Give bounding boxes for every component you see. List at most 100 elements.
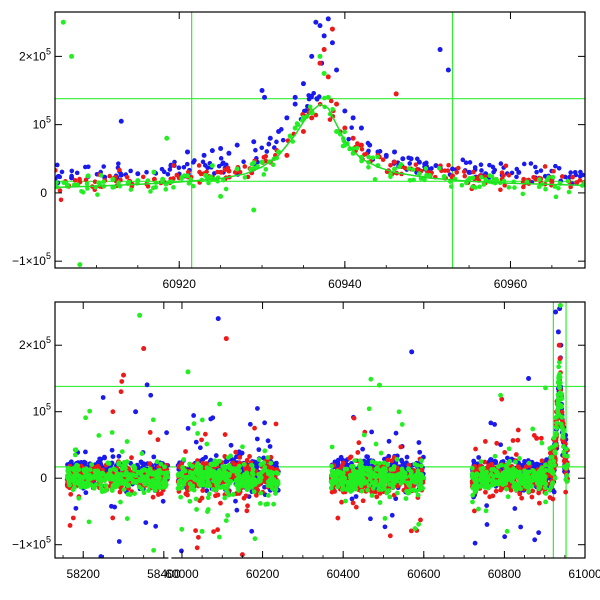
red-point [218, 170, 224, 175]
blue-point [273, 461, 279, 467]
green-point [526, 460, 532, 466]
blue-point [450, 166, 455, 172]
red-point [273, 421, 279, 427]
blue-point [69, 175, 75, 181]
green-point [124, 516, 130, 521]
blue-point [200, 159, 206, 165]
blue-point [274, 139, 279, 145]
green-point [238, 480, 244, 485]
green-point [194, 463, 200, 469]
green-point [517, 455, 522, 461]
green-point [179, 526, 185, 532]
blue-point [100, 395, 106, 400]
red-point [244, 508, 250, 514]
green-point [376, 484, 382, 489]
green-point [105, 460, 111, 466]
red-point [408, 528, 414, 534]
green-point [185, 173, 190, 179]
green-point [191, 421, 197, 427]
red-point [499, 170, 505, 175]
green-point [556, 185, 561, 191]
red-point [393, 91, 399, 97]
blue-point [317, 23, 323, 29]
blue-point [110, 454, 116, 459]
red-point [473, 467, 479, 473]
green-point [186, 475, 191, 481]
red-point [559, 174, 565, 179]
green-point [367, 477, 373, 482]
green-point [215, 475, 221, 480]
green-point [225, 513, 231, 518]
green-point [498, 462, 504, 468]
green-point [193, 496, 199, 502]
green-point [474, 471, 480, 477]
green-point [179, 470, 185, 476]
blue-point [358, 125, 364, 131]
green-point [195, 431, 200, 436]
red-point [83, 177, 89, 183]
green-point [441, 174, 447, 180]
blue-point [555, 329, 561, 335]
green-point [204, 441, 210, 447]
green-point [230, 492, 236, 497]
blue-point [251, 139, 257, 145]
red-point [355, 450, 361, 455]
green-point [480, 475, 486, 481]
green-point [271, 501, 277, 507]
green-point [251, 160, 257, 165]
blue-point [521, 161, 527, 167]
top-plot-area [55, 12, 585, 268]
green-point [530, 426, 536, 432]
green-point [373, 441, 379, 447]
blue-point [151, 454, 157, 460]
green-point [226, 492, 232, 498]
blue-point [514, 174, 519, 180]
green-point [110, 176, 116, 182]
blue-point [463, 160, 469, 166]
blue-point [349, 496, 355, 502]
red-point [211, 529, 216, 535]
blue-point [520, 462, 526, 468]
green-point [258, 462, 264, 467]
green-point [471, 474, 477, 480]
blue-point [144, 169, 149, 175]
red-point [556, 342, 562, 348]
red-point [482, 439, 488, 444]
blue-point [578, 169, 583, 175]
green-point [390, 484, 396, 490]
blue-point [109, 447, 115, 453]
green-point [101, 179, 106, 184]
green-point [307, 104, 313, 110]
top-frame [54, 11, 586, 269]
green-point [240, 444, 245, 450]
green-point [79, 188, 84, 194]
green-point [396, 409, 402, 415]
green-point [556, 364, 562, 370]
green-point [217, 401, 222, 407]
green-point [359, 460, 364, 466]
top-data-points [55, 16, 585, 268]
green-point [262, 448, 268, 454]
x-tick-label-7: 61000 [568, 567, 600, 581]
green-point [550, 174, 556, 180]
blue-point [265, 438, 271, 444]
blue-point [389, 512, 395, 518]
green-point [370, 155, 376, 161]
green-point [399, 479, 404, 485]
bottom-reference-lines [55, 302, 585, 558]
green-point [500, 473, 506, 479]
red-point [147, 461, 153, 467]
blue-point [204, 488, 210, 494]
blue-point [197, 445, 203, 451]
green-point [498, 480, 504, 486]
green-point [153, 469, 159, 475]
green-point [199, 417, 205, 423]
blue-point [55, 162, 60, 168]
blue-point [382, 524, 388, 530]
green-point [553, 194, 559, 200]
green-point [329, 463, 335, 469]
green-point [371, 473, 377, 479]
green-point [418, 463, 424, 469]
blue-point [492, 167, 498, 173]
